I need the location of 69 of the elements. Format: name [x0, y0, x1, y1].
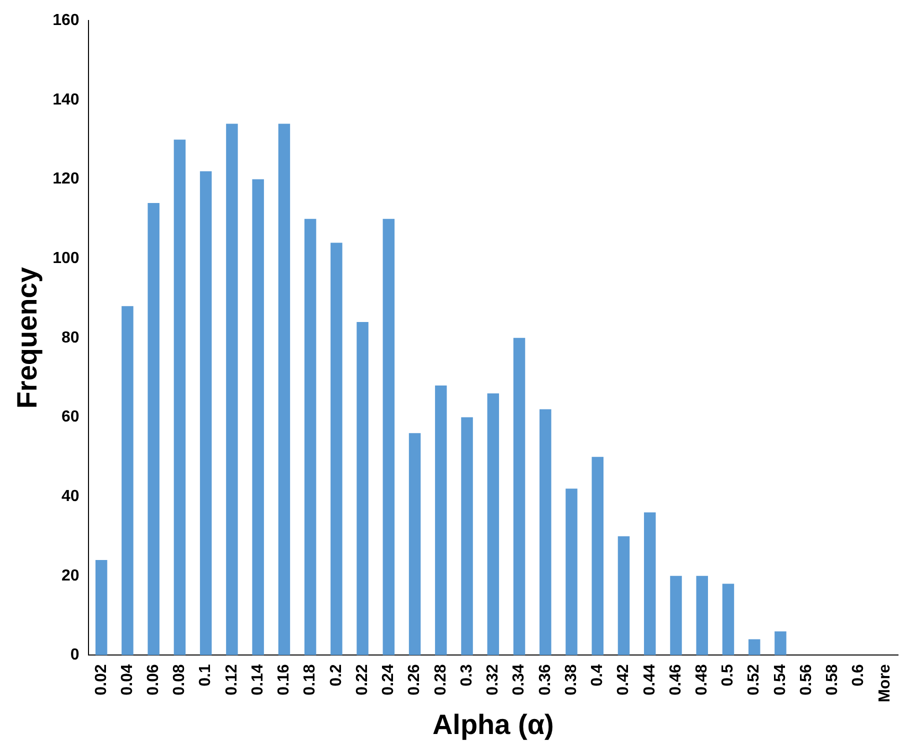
x-tick-label: 0.32: [484, 664, 502, 696]
y-tick-label: 40: [62, 488, 80, 505]
bar: [174, 140, 186, 656]
x-tick-label: 0.6: [850, 664, 868, 686]
x-tick-label: More: [876, 664, 894, 702]
bar: [356, 322, 368, 656]
bar: [774, 631, 786, 656]
bar: [122, 306, 134, 656]
bar: [226, 124, 238, 656]
x-tick-label: 0.36: [536, 664, 554, 696]
x-tick-label: 0.08: [171, 664, 188, 696]
x-tick-label: 0.26: [406, 664, 424, 696]
x-tick-label: 0.58: [824, 664, 842, 696]
bar: [148, 203, 160, 656]
bar: [748, 639, 760, 656]
bar: [618, 536, 630, 656]
x-tick-label: 0.4: [589, 664, 606, 686]
bar: [200, 171, 212, 656]
bar: [304, 218, 316, 656]
x-tick-label: 0.2: [328, 664, 345, 686]
x-tick-label: 0.54: [772, 664, 789, 696]
bar: [722, 584, 734, 656]
x-tick-label: 0.34: [510, 664, 528, 696]
x-tick-label: 0.28: [432, 664, 450, 696]
x-tick-label: 0.38: [562, 664, 580, 696]
bar: [540, 409, 552, 656]
x-tick-label: 0.18: [302, 664, 319, 696]
y-tick-label: 120: [52, 170, 80, 188]
y-tick-label: 80: [62, 329, 80, 346]
x-tick-label: 0.44: [641, 664, 658, 696]
y-tick-label: 0: [70, 646, 80, 664]
bar: [696, 576, 708, 656]
bar: [95, 560, 108, 656]
bar: [435, 385, 447, 656]
bar: [644, 512, 656, 656]
x-axis-title: Alpha (α): [432, 708, 554, 740]
bar: [487, 393, 500, 656]
x-tick-label: 0.46: [667, 664, 684, 696]
y-tick-label: 160: [52, 12, 80, 30]
bar: [566, 488, 578, 656]
x-tick-label: 0.42: [615, 664, 632, 696]
bar: [330, 242, 342, 656]
y-tick-label: 140: [52, 91, 80, 108]
x-tick-label: 0.04: [118, 664, 136, 696]
x-tick-label: 0.52: [746, 664, 763, 696]
x-tick-label: 0.56: [798, 664, 815, 696]
y-tick-label: 60: [62, 408, 80, 426]
bar: [382, 218, 395, 656]
x-tick-label: 0.5: [720, 664, 737, 686]
x-tick-label: 0.24: [380, 664, 398, 696]
y-axis-title: Frequency: [12, 266, 43, 409]
bar: [461, 417, 473, 656]
bar: [592, 456, 604, 656]
bar: [252, 179, 264, 656]
x-tick-label: 0.14: [249, 664, 266, 696]
x-tick-label: 0.02: [92, 664, 110, 696]
bar: [408, 433, 421, 656]
bar: [278, 124, 290, 656]
x-tick-label: 0.48: [694, 664, 711, 696]
y-tick-label: 20: [62, 567, 80, 584]
x-tick-label: 0.16: [276, 664, 293, 696]
bar: [513, 338, 526, 656]
x-tick-label: 0.1: [197, 664, 214, 686]
x-tick-label: 0.12: [223, 664, 240, 696]
x-tick-label: 0.3: [458, 664, 476, 686]
x-tick-label: 0.22: [354, 664, 371, 696]
y-tick-label: 100: [52, 250, 80, 267]
x-tick-label: 0.06: [145, 664, 162, 696]
bar: [670, 576, 682, 656]
